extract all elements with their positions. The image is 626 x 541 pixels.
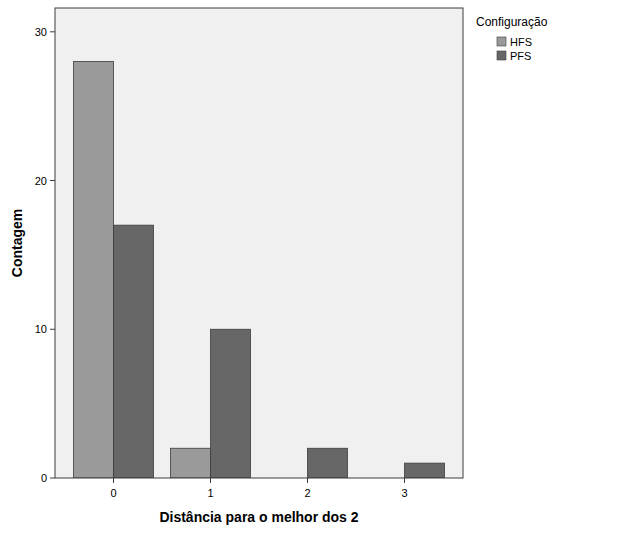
plot-background [55,8,463,478]
legend-label: PFS [510,50,531,62]
x-tick [404,478,405,483]
legend: Configuração HFS PFS [476,15,548,62]
x-tick-label: 2 [304,487,310,499]
bar [405,463,445,478]
bar [74,62,114,478]
x-tick [307,478,308,483]
y-tick [50,478,55,479]
x-axis-label: Distância para o melhor dos 2 [159,509,358,525]
y-tick-label: 30 [35,26,47,38]
bar [308,448,348,478]
y-tick-label: 0 [41,472,47,484]
chart: 0 10 20 30 0 1 2 3 Distância para o melhor dos 2… [0,0,626,541]
legend-title: Configuração [476,15,548,29]
y-tick-label: 20 [35,175,47,187]
plot-frame [55,8,463,478]
x-tick [210,478,211,483]
bar [171,448,211,478]
bar [211,329,251,478]
legend-swatch [497,37,506,46]
bar [114,225,154,478]
chart-container: 0 10 20 30 0 1 2 3 Distância para o melhor dos 2… [0,0,626,541]
y-tick [50,180,55,181]
legend-swatch [497,51,506,60]
y-tick [50,329,55,330]
y-tick-label: 10 [35,323,47,335]
x-tick-label: 1 [207,487,213,499]
y-axis-label: Contagem [9,209,25,277]
x-tick-label: 3 [401,487,407,499]
x-tick-label: 0 [110,487,116,499]
x-tick [113,478,114,483]
legend-label: HFS [510,36,532,48]
bars [74,62,445,478]
y-tick [50,31,55,32]
